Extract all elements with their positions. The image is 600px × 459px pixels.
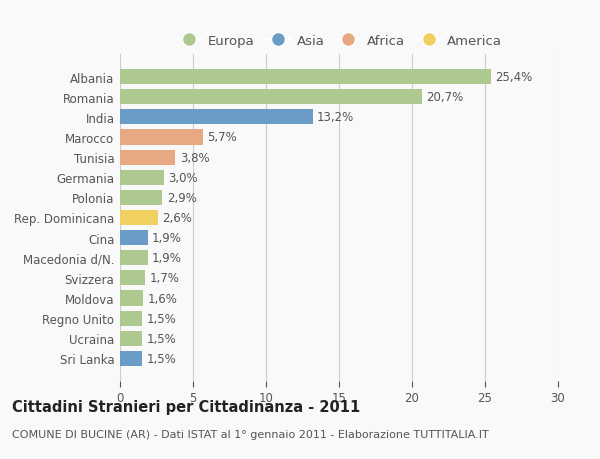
Text: 2,9%: 2,9% <box>167 191 197 204</box>
Text: 1,5%: 1,5% <box>146 352 176 365</box>
Text: 2,6%: 2,6% <box>163 212 192 224</box>
Bar <box>120 90 422 105</box>
Bar <box>120 70 491 85</box>
Bar <box>120 230 148 246</box>
Bar <box>120 170 164 185</box>
Bar <box>120 311 142 326</box>
Text: 3,8%: 3,8% <box>180 151 209 164</box>
Text: 1,7%: 1,7% <box>149 272 179 285</box>
Legend: Europa, Asia, Africa, America: Europa, Asia, Africa, America <box>173 32 505 50</box>
Bar <box>120 251 148 266</box>
Bar <box>120 130 203 145</box>
Bar <box>120 110 313 125</box>
Text: 13,2%: 13,2% <box>317 111 355 124</box>
Bar <box>120 331 142 346</box>
Text: 1,9%: 1,9% <box>152 232 182 245</box>
Text: COMUNE DI BUCINE (AR) - Dati ISTAT al 1° gennaio 2011 - Elaborazione TUTTITALIA.: COMUNE DI BUCINE (AR) - Dati ISTAT al 1°… <box>12 429 489 439</box>
Text: 1,5%: 1,5% <box>146 312 176 325</box>
Text: Cittadini Stranieri per Cittadinanza - 2011: Cittadini Stranieri per Cittadinanza - 2… <box>12 399 360 414</box>
Bar <box>120 351 142 366</box>
Text: 20,7%: 20,7% <box>427 91 464 104</box>
Text: 1,6%: 1,6% <box>148 292 178 305</box>
Text: 1,5%: 1,5% <box>146 332 176 345</box>
Text: 5,7%: 5,7% <box>208 131 238 144</box>
Text: 3,0%: 3,0% <box>168 171 198 185</box>
Text: 25,4%: 25,4% <box>495 71 532 84</box>
Text: 1,9%: 1,9% <box>152 252 182 265</box>
Bar <box>120 190 163 206</box>
Bar <box>120 150 175 165</box>
Bar <box>120 271 145 286</box>
Bar <box>120 211 158 225</box>
Bar <box>120 291 143 306</box>
